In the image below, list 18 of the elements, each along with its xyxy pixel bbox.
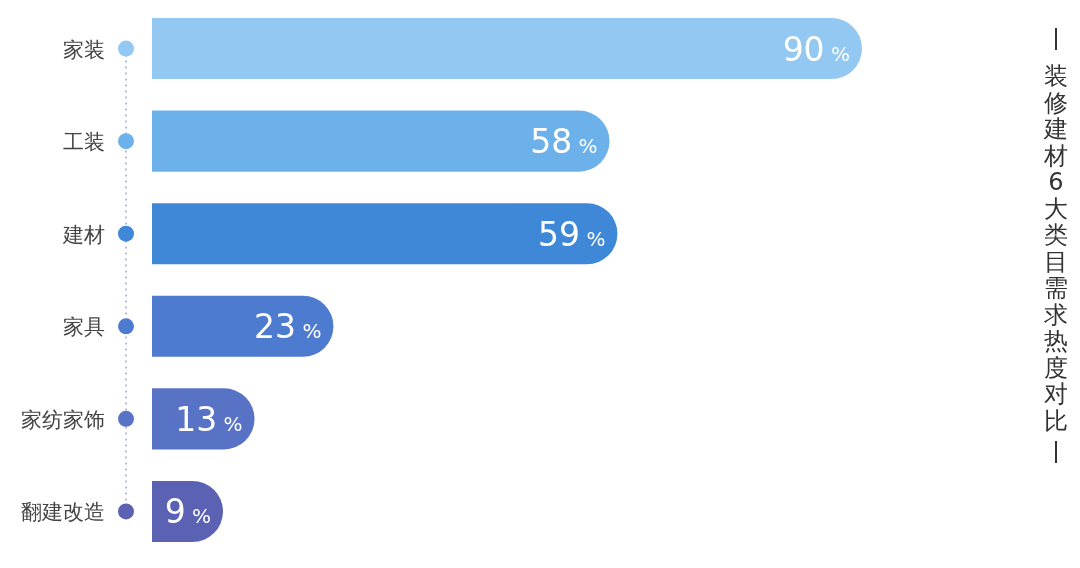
data-label: 23 % xyxy=(254,307,322,347)
y-tick-label: 翻建改造 xyxy=(21,500,105,525)
bar xyxy=(152,388,255,450)
data-label: 90 % xyxy=(782,29,850,69)
bar xyxy=(152,18,862,80)
chart-title: 装修建材6大类目需求热度对比 xyxy=(1044,62,1068,435)
y-tick-label: 建材 xyxy=(62,222,105,247)
y-tick-label: 工装 xyxy=(63,130,105,155)
bar xyxy=(152,110,610,172)
y-tick-label: 家具 xyxy=(63,315,105,340)
y-tick-label: 家纺家饰 xyxy=(21,407,105,432)
bar xyxy=(152,203,618,265)
data-label: 13 % xyxy=(175,399,243,439)
bar xyxy=(152,295,334,357)
data-label: 9 % xyxy=(164,492,211,532)
y-tick-label: 家装 xyxy=(63,37,105,62)
data-label: 58 % xyxy=(530,122,598,162)
data-label: 59 % xyxy=(538,214,606,254)
